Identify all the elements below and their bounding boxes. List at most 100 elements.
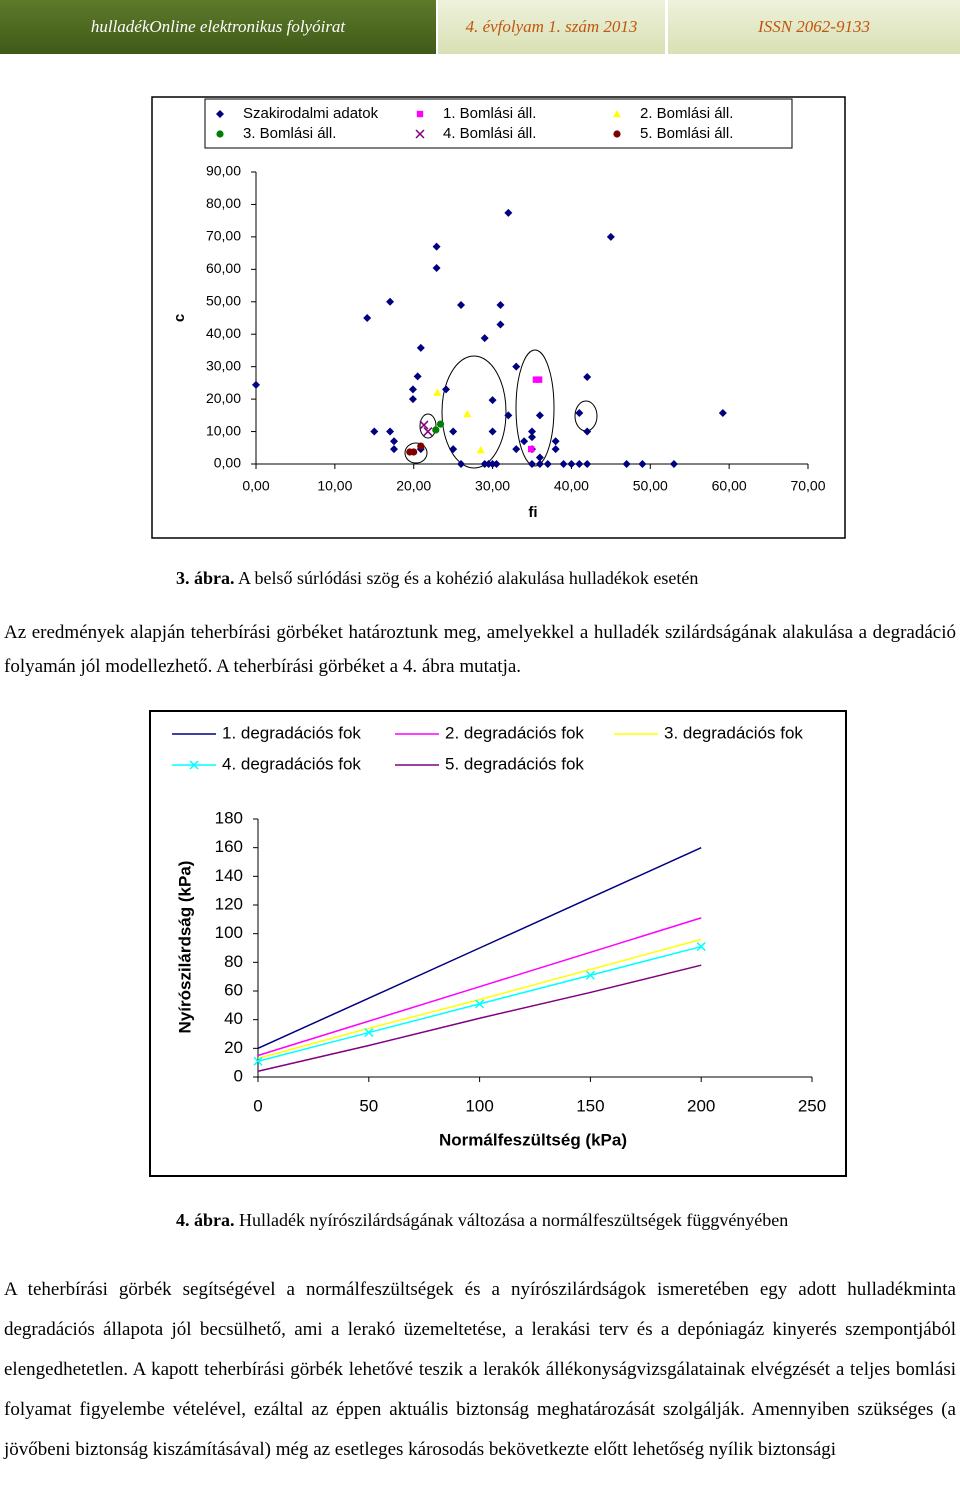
marker	[416, 110, 424, 118]
marker	[390, 437, 398, 446]
y-tick-label: 160	[215, 837, 243, 856]
marker	[416, 343, 425, 352]
y-tick-label: 100	[215, 923, 243, 942]
x-tick-label: 10,00	[317, 478, 352, 494]
marker	[413, 372, 422, 381]
marker	[432, 242, 441, 251]
caption: 4. ábra. Hulladék nyírószilárdságának vá…	[176, 1210, 788, 1231]
y-tick-label: 70,00	[206, 228, 241, 244]
marker	[410, 448, 418, 456]
caption-text: A belső súrlódási szög és a kohézió alak…	[238, 568, 699, 588]
marker	[528, 460, 536, 468]
y-axis-label: c	[171, 314, 188, 322]
marker	[408, 385, 417, 394]
marker	[252, 380, 260, 389]
legend-label: 3. Bomlási áll.	[243, 125, 336, 142]
marker	[622, 460, 631, 468]
marker	[386, 297, 395, 306]
marker	[585, 970, 595, 980]
marker	[567, 460, 576, 468]
x-tick-label: 100	[465, 1096, 493, 1115]
y-tick-label: 90,00	[206, 163, 241, 179]
marker	[583, 460, 592, 468]
ellipse	[441, 355, 507, 469]
legend-label: 1. Bomlási áll.	[443, 105, 536, 122]
y-tick-label: 40	[224, 1009, 243, 1028]
marker	[669, 460, 678, 468]
x-tick-label: 250	[798, 1096, 826, 1115]
y-tick-label: 80,00	[206, 195, 241, 211]
x-tick-label: 40,00	[554, 478, 589, 494]
marker	[480, 334, 489, 343]
marker	[488, 427, 497, 436]
y-tick-label: 60,00	[206, 260, 241, 276]
x-tick-label: 30,00	[475, 478, 510, 494]
legend-label: Szakirodalmi adatok	[243, 105, 379, 122]
marker	[432, 264, 441, 273]
marker	[512, 362, 521, 371]
caption-text: Hulladék nyírószilárdságának változása a…	[239, 1210, 789, 1230]
marker	[496, 301, 505, 310]
x-tick-label: 0,00	[242, 478, 269, 494]
marker	[363, 314, 372, 322]
legend-label: 5. degradációs fok	[445, 754, 584, 773]
legend-label: 4. Bomlási áll.	[443, 125, 536, 142]
marker	[449, 427, 458, 436]
y-tick-label: 20	[224, 1038, 243, 1057]
y-tick-label: 80	[224, 952, 243, 971]
marker	[613, 130, 621, 138]
y-tick-label: 30,00	[206, 357, 241, 373]
marker	[253, 1056, 263, 1066]
line	[257, 917, 702, 1057]
y-tick-label: 140	[215, 866, 243, 885]
ellipse	[404, 442, 428, 464]
y-tick-label: 0	[234, 1066, 243, 1085]
y-tick-label: 60	[224, 980, 243, 999]
line	[257, 964, 702, 1073]
marker	[390, 445, 398, 454]
x-tick-label: 50,00	[633, 478, 668, 494]
marker	[520, 437, 529, 446]
marker	[419, 420, 429, 430]
y-tick-label: 180	[215, 808, 243, 827]
y-tick-label: 50,00	[206, 292, 241, 308]
caption-label: 4. ábra.	[176, 1210, 235, 1230]
marker	[718, 409, 727, 418]
y-axis-label: Nyírószilárdság (kPa)	[175, 861, 194, 1034]
line	[257, 938, 702, 1060]
ellipse	[419, 413, 437, 439]
legend-label: 2. degradációs fok	[445, 723, 584, 742]
marker	[528, 433, 536, 442]
marker	[442, 385, 451, 394]
marker	[575, 460, 584, 468]
marker	[432, 426, 440, 434]
journal-name: hulladékOnline elektronikus folyóirat	[0, 0, 436, 54]
legend-label: 3. degradációs fok	[664, 723, 803, 742]
x-tick-label: 0	[253, 1096, 262, 1115]
marker	[423, 427, 433, 437]
marker	[696, 942, 706, 952]
paragraph: A teherbírási görbék segítségével a norm…	[4, 1279, 956, 1460]
marker	[528, 445, 535, 453]
x-tick-label: 50	[359, 1096, 378, 1115]
line	[257, 846, 702, 1050]
x-axis-label: Normálfeszültség (kPa)	[439, 1130, 627, 1149]
x-axis-label: fi	[528, 504, 537, 521]
caption-label: 3. ábra.	[176, 568, 235, 588]
chart-frame	[149, 710, 847, 1177]
marker	[559, 460, 568, 468]
ellipse	[515, 349, 555, 467]
y-tick-label: 0,00	[214, 455, 241, 471]
marker	[476, 446, 485, 454]
legend-box	[204, 98, 793, 149]
marker	[463, 410, 472, 418]
marker	[364, 1028, 374, 1038]
legend-label: 2. Bomlási áll.	[640, 105, 733, 122]
marker	[370, 427, 379, 436]
x-tick-label: 200	[687, 1096, 715, 1115]
marker	[583, 373, 592, 382]
marker	[535, 376, 543, 383]
marker	[606, 232, 615, 241]
marker	[535, 453, 544, 462]
